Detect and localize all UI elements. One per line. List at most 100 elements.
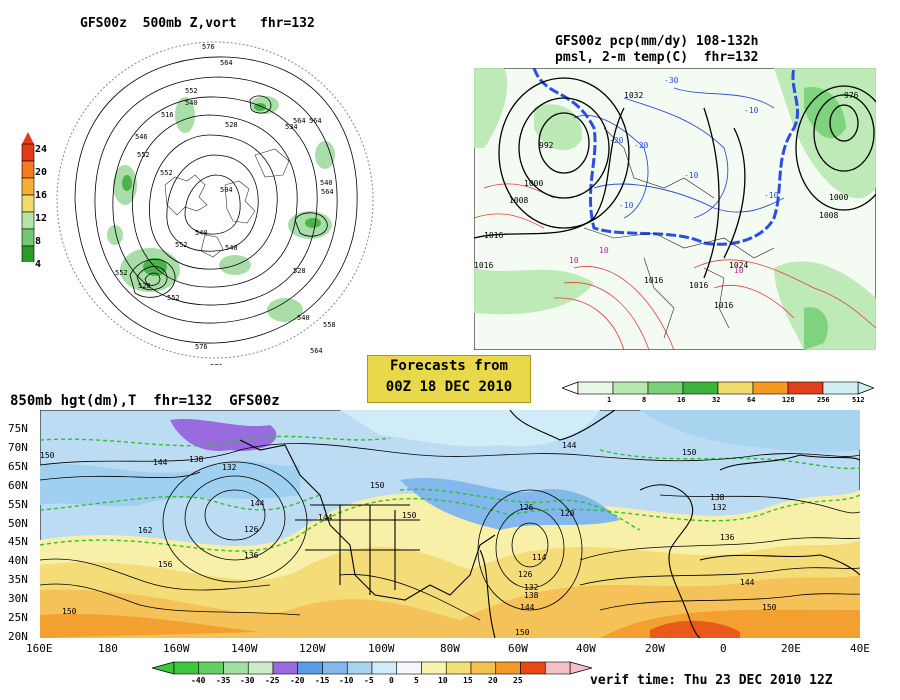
nh-contour-label: 576	[202, 43, 215, 51]
temp-colorbar-swatch	[223, 661, 249, 675]
temp-colorbar-label: -35	[216, 676, 231, 685]
h850-height-label: 162	[138, 526, 153, 535]
h850-height-label: 138	[710, 493, 725, 502]
longitude-label: 80W	[440, 642, 460, 655]
nh-contour-label: 546	[135, 133, 148, 141]
h850-height-label: 150	[40, 451, 55, 460]
h850-height-label: 156	[158, 560, 173, 569]
na-panel-title-2: pmsl, 2-m temp(C) fhr=132	[555, 50, 759, 65]
nh-colorbar-label: 20	[35, 167, 48, 178]
nh-colorbar-label: 4	[35, 259, 42, 270]
h850-height-label: 132	[524, 583, 539, 592]
na-colorbar-label: 512	[852, 396, 865, 404]
latitude-label: 20N	[8, 630, 28, 643]
h850-height-label: 150	[370, 481, 385, 490]
na-temp-label: -20	[609, 136, 624, 145]
nh-colorbar-arrow	[22, 132, 34, 144]
panel-850-title: 850mb hgt(dm),T fhr=132 GFS00z	[10, 393, 280, 409]
temp-colorbar-label: 15	[463, 676, 473, 685]
na-colorbar-swatch	[612, 381, 649, 395]
latitude-label: 65N	[8, 460, 28, 473]
latitude-label: 30N	[8, 592, 28, 605]
latitude-label: 60N	[8, 479, 28, 492]
nh-colorbar-swatch	[21, 194, 35, 213]
nh-contour-label: 540	[185, 99, 198, 107]
forecast-box: Forecasts from 00Z 18 DEC 2010	[367, 355, 531, 403]
temp-colorbar-label: -15	[315, 676, 330, 685]
nh-colorbar-label: 12	[35, 213, 48, 224]
longitude-label: 20W	[645, 642, 665, 655]
temp-colorbar-swatch	[272, 661, 299, 675]
na-pressure-label: 1016	[474, 261, 493, 270]
longitude-label: 20E	[781, 642, 801, 655]
latitude-label: 75N	[8, 422, 28, 435]
latitude-label: 40N	[8, 554, 28, 567]
longitude-label: 60W	[508, 642, 528, 655]
na-colorbar-label: 128	[782, 396, 795, 404]
nh-contour-label: 540	[195, 229, 208, 237]
temp-colorbar-label: -5	[364, 676, 374, 685]
nh-polar-map: 5765645525405165285045465525645345405525…	[56, 41, 374, 365]
forecast-box-line1: Forecasts from	[389, 358, 508, 374]
na-colorbar-swatch	[577, 381, 614, 395]
freezing-line	[532, 68, 799, 246]
na-temp-label: -10	[744, 106, 759, 115]
h850-height-label: 138	[189, 455, 204, 464]
na-temp-label: 10	[734, 266, 744, 275]
nh-contour-label: 540	[225, 244, 238, 252]
latitude-label: 70N	[8, 441, 28, 454]
temp-colorbar-label: -40	[191, 676, 206, 685]
nh-contour-label: 552	[167, 294, 180, 302]
nh-contour-label: 528	[293, 267, 306, 275]
temp-colorbar-swatch	[445, 661, 472, 675]
nh-colorbar-swatch	[21, 228, 35, 247]
h850-height-label: 144	[250, 499, 265, 508]
temp-colorbar-swatch	[470, 661, 497, 675]
na-colorbar-label: 32	[712, 396, 721, 404]
na-temp-label: -10	[619, 201, 634, 210]
temp-colorbar-swatch	[173, 661, 200, 675]
na-pressure-label: 1016	[714, 301, 733, 310]
longitude-label: 140W	[231, 642, 258, 655]
nh-contour-label: 528	[138, 282, 151, 290]
temp-colorbar-swatch	[520, 661, 546, 675]
forecast-box-line2: 00Z 18 DEC 2010	[385, 379, 513, 395]
na-colorbar-swatch	[822, 381, 859, 395]
na-pressure-label: 1016	[689, 281, 708, 290]
temp-colorbar-swatch	[396, 661, 422, 675]
latitude-label: 45N	[8, 535, 28, 548]
na-pressure-label: 1000	[524, 179, 543, 188]
h850-height-label: 144	[318, 513, 333, 522]
na-temp-label: -10	[764, 191, 779, 200]
longitude-label: 160W	[163, 642, 190, 655]
temp-colorbar-swatch	[297, 661, 323, 675]
h850-height-label: 126	[244, 525, 259, 534]
temp-colorbar-label: 0	[389, 676, 394, 685]
temp-colorbar-label: 20	[488, 676, 498, 685]
temp-colorbar-swatch	[247, 661, 274, 675]
h850-height-label: 136	[244, 551, 259, 560]
temp-colorbar-swatch	[495, 661, 521, 675]
h850-height-label: 126	[518, 570, 533, 579]
latitude-label: 55N	[8, 498, 28, 511]
nh-contour-label: 516	[161, 111, 174, 119]
nh-contour-label: 576	[195, 343, 208, 351]
h850-height-label: 138	[524, 591, 539, 600]
h850-height-label: 150	[682, 448, 697, 457]
na-temp-label: 10	[599, 246, 609, 255]
na-colorbar-swatch	[647, 381, 684, 395]
temp-colorbar-label: -30	[240, 676, 255, 685]
h850-height-label: 132	[712, 503, 727, 512]
na-colorbar	[562, 381, 874, 395]
nh-colorbar-swatch	[21, 211, 35, 230]
na-colorbar-label: 16	[677, 396, 686, 404]
longitude-label: 40W	[576, 642, 596, 655]
longitude-label: 40E	[850, 642, 870, 655]
nh-contour-label: 564	[293, 117, 306, 125]
na-pressure-label: 976	[844, 91, 859, 100]
na-temp-label: 10	[569, 256, 579, 265]
latitude-label: 35N	[8, 573, 28, 586]
nh-colorbar-label: 16	[35, 190, 48, 201]
h850-height-label: 150	[515, 628, 530, 637]
h850-height-label: 126	[519, 503, 534, 512]
